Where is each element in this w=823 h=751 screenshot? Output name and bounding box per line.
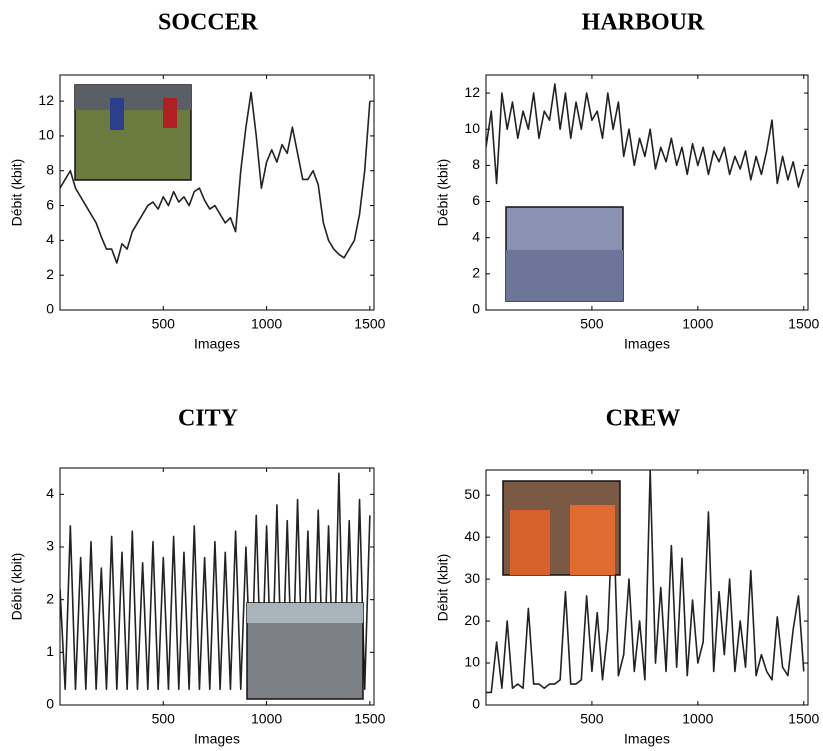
- data-layer: [60, 91, 371, 264]
- y-axis-label: Débit (kbit): [9, 159, 25, 227]
- y-axis-label: Débit (kbit): [9, 553, 25, 621]
- y-tick-label: 0: [472, 301, 480, 317]
- data-line: [60, 91, 371, 264]
- y-tick-label: 1: [46, 643, 54, 659]
- x-axis-label: Images: [624, 731, 670, 747]
- x-tick-label: 1500: [354, 711, 385, 727]
- y-tick-label: 4: [472, 228, 480, 244]
- data-layer: [60, 472, 371, 690]
- y-tick-label: 8: [472, 156, 480, 172]
- data-line: [486, 470, 805, 694]
- plot-harbour: HARBOUR 0 2 4 6 8 10 12 500 1000 1500 Images Débit (…: [435, 10, 820, 352]
- chart-title: CITY: [178, 406, 238, 432]
- data-layer: [486, 470, 805, 694]
- x-tick-label: 1500: [788, 316, 819, 332]
- y-tick-label: 2: [472, 265, 480, 281]
- y-tick-label: 8: [46, 161, 54, 177]
- x-tick-label: 500: [152, 711, 176, 727]
- y-tick-label: 3: [46, 538, 54, 554]
- y-tick-label: 6: [46, 196, 54, 212]
- x-tick-label: 500: [580, 711, 604, 727]
- data-line: [486, 83, 805, 188]
- x-tick-label: 500: [152, 316, 176, 332]
- x-tick-label: 1000: [682, 711, 713, 727]
- y-axis-label: Débit (kbit): [435, 159, 451, 227]
- y-axis-label: Débit (kbit): [435, 554, 451, 622]
- x-axis-label: Images: [194, 731, 240, 747]
- inset-images: [74, 84, 624, 700]
- y-tick-label: 30: [464, 570, 480, 586]
- inset-photo-detail: [510, 510, 550, 575]
- x-tick-label: 1000: [251, 316, 282, 332]
- y-tick-label: 0: [46, 301, 54, 317]
- y-tick-label: 4: [46, 231, 54, 247]
- x-tick-label: 1000: [682, 316, 713, 332]
- plot-soccer: SOCCER 0 2 4 6 8 10 12 500 1000 1500 Images Débit (k…: [9, 10, 386, 352]
- y-tick-label: 40: [464, 528, 480, 544]
- y-tick-label: 20: [464, 612, 480, 628]
- y-tick-label: 6: [472, 192, 480, 208]
- x-tick-label: 1000: [251, 711, 282, 727]
- y-tick-label: 2: [46, 590, 54, 606]
- chart-title: SOCCER: [158, 10, 259, 36]
- y-tick-label: 12: [464, 84, 480, 100]
- x-axis-label: Images: [194, 336, 240, 352]
- y-tick-label: 0: [46, 696, 54, 712]
- y-tick-label: 0: [472, 696, 480, 712]
- x-tick-label: 1500: [788, 711, 819, 727]
- y-tick-label: 10: [38, 127, 54, 143]
- chart-title: HARBOUR: [582, 10, 705, 36]
- x-tick-label: 500: [580, 316, 604, 332]
- y-tick-label: 10: [464, 120, 480, 136]
- inset-photo-detail: [506, 250, 623, 301]
- inset-photo-detail: [570, 505, 615, 575]
- y-tick-label: 50: [464, 486, 480, 502]
- y-tick-label: 4: [46, 485, 54, 501]
- y-tick-label: 10: [464, 654, 480, 670]
- x-tick-label: 1500: [354, 316, 385, 332]
- x-axis-label: Images: [624, 336, 670, 352]
- inset-photo-detail: [163, 98, 177, 128]
- data-line: [60, 472, 371, 690]
- inset-photo-detail: [110, 98, 124, 130]
- y-tick-label: 12: [38, 92, 54, 108]
- inset-photo-detail: [247, 603, 363, 623]
- chart-title: CREW: [606, 406, 681, 432]
- plot-crew: CREW 0 10 20 30 40 50 500 1000 1500 Images Débit (k…: [435, 406, 820, 747]
- y-tick-label: 2: [46, 266, 54, 282]
- data-layer: [486, 83, 805, 188]
